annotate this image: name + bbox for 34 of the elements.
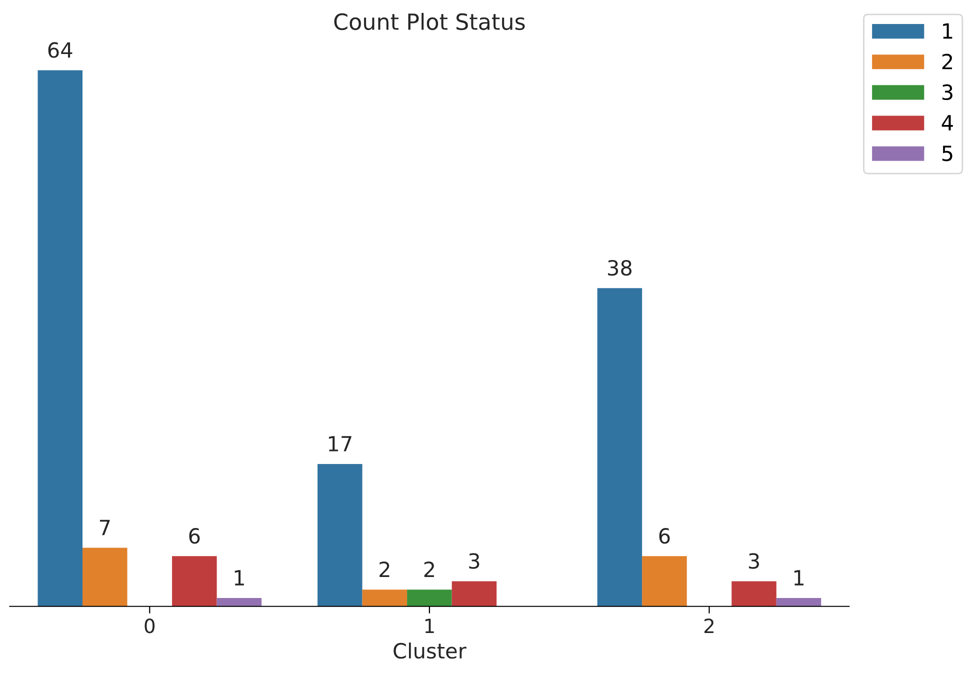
data-label: 2 bbox=[424, 561, 434, 577]
x-tick-label: 1 bbox=[425, 618, 434, 633]
data-label: 64 bbox=[48, 42, 72, 58]
x-tick-label: 2 bbox=[704, 618, 714, 633]
legend-label: 4 bbox=[942, 115, 953, 130]
data-label: 6 bbox=[189, 528, 200, 544]
data-label: 6 bbox=[659, 528, 670, 544]
legend-label: 5 bbox=[942, 146, 952, 162]
chart-title: Count Plot Status bbox=[334, 12, 525, 30]
bar bbox=[597, 288, 642, 606]
data-label: 3 bbox=[748, 553, 759, 569]
data-label: 2 bbox=[380, 561, 390, 577]
data-label: 38 bbox=[608, 260, 632, 276]
bar bbox=[38, 70, 83, 606]
data-label: 17 bbox=[328, 436, 352, 452]
bar bbox=[318, 464, 362, 606]
legend-label: 3 bbox=[942, 84, 952, 100]
data-label: 1 bbox=[234, 570, 244, 586]
bar bbox=[642, 556, 687, 606]
x-tick-label: 0 bbox=[144, 618, 155, 634]
data-label: 1 bbox=[794, 570, 804, 586]
data-label: 3 bbox=[469, 553, 480, 569]
bar bbox=[362, 590, 408, 606]
legend-label: 2 bbox=[942, 54, 952, 70]
bar bbox=[82, 548, 128, 606]
bar bbox=[172, 556, 217, 606]
legend-label: 1 bbox=[943, 23, 952, 39]
bar bbox=[732, 581, 776, 606]
bar bbox=[216, 598, 262, 606]
bar bbox=[407, 590, 452, 606]
data-label: 7 bbox=[100, 520, 110, 536]
bar bbox=[776, 598, 822, 606]
bar bbox=[452, 581, 497, 606]
x-axis-title: Cluster bbox=[394, 642, 466, 659]
